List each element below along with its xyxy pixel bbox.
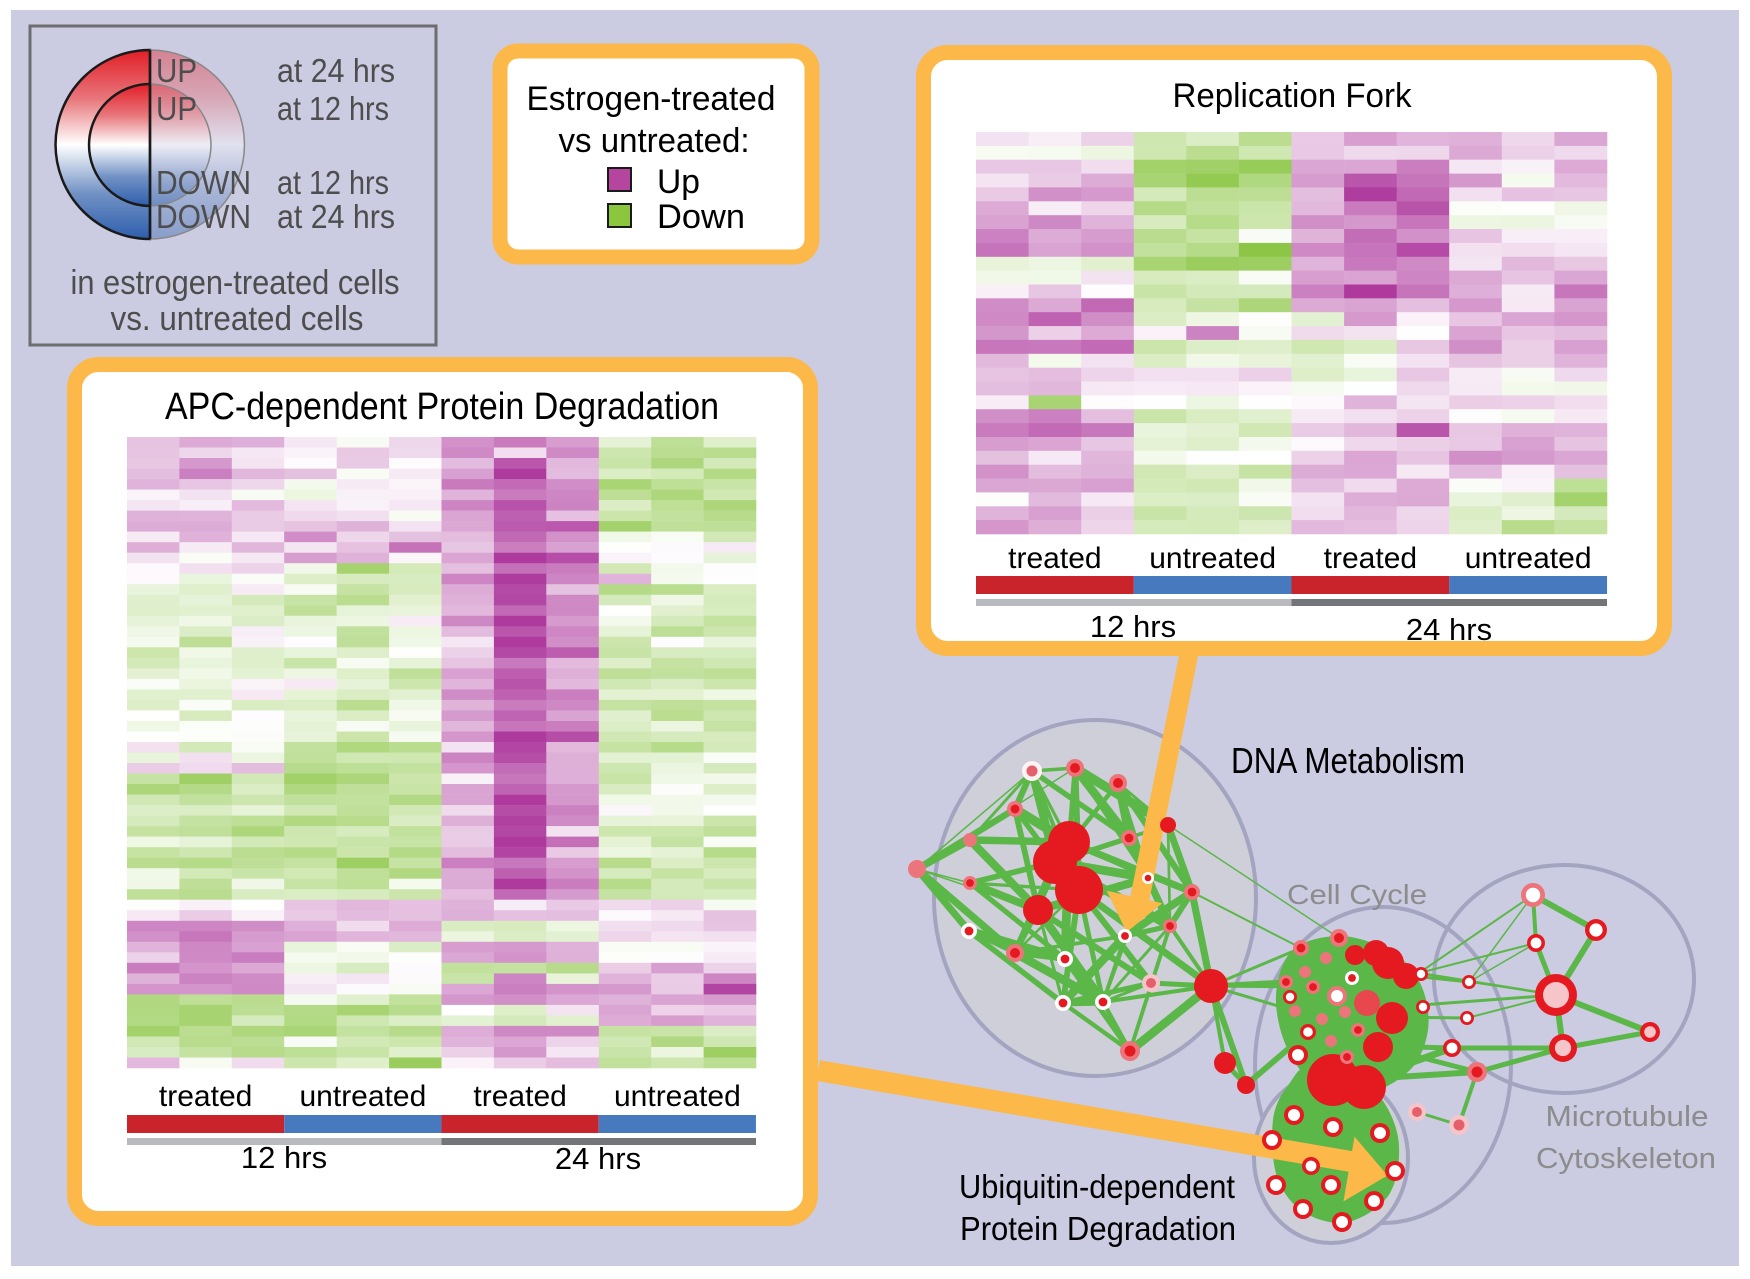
svg-text:24 hrs: 24 hrs bbox=[1406, 612, 1492, 647]
svg-text:DOWN: DOWN bbox=[156, 164, 251, 201]
svg-text:untreated: untreated bbox=[1149, 542, 1276, 575]
svg-text:Microtubule: Microtubule bbox=[1546, 1101, 1709, 1133]
svg-text:vs untreated:: vs untreated: bbox=[559, 122, 750, 160]
svg-text:DOWN: DOWN bbox=[156, 198, 251, 235]
svg-text:12 hrs: 12 hrs bbox=[1090, 609, 1176, 644]
svg-text:in estrogen-treated cells: in estrogen-treated cells bbox=[71, 264, 400, 302]
svg-text:APC-dependent Protein Degradat: APC-dependent Protein Degradation bbox=[165, 386, 719, 428]
svg-text:at 24 hrs: at 24 hrs bbox=[277, 52, 395, 89]
svg-text:treated: treated bbox=[159, 1080, 252, 1113]
svg-text:12 hrs: 12 hrs bbox=[241, 1140, 327, 1175]
svg-text:Down: Down bbox=[657, 198, 745, 236]
svg-text:Replication Fork: Replication Fork bbox=[1173, 77, 1413, 115]
svg-text:at 12 hrs: at 12 hrs bbox=[277, 164, 389, 201]
svg-text:untreated: untreated bbox=[1465, 542, 1592, 575]
svg-text:vs. untreated cells: vs. untreated cells bbox=[111, 300, 364, 338]
svg-text:treated: treated bbox=[1008, 542, 1101, 575]
svg-text:24 hrs: 24 hrs bbox=[555, 1141, 641, 1176]
svg-text:Ubiquitin-dependent: Ubiquitin-dependent bbox=[959, 1168, 1235, 1205]
svg-text:Protein Degradation: Protein Degradation bbox=[960, 1210, 1236, 1247]
svg-text:Cell Cycle: Cell Cycle bbox=[1287, 879, 1427, 910]
svg-text:untreated: untreated bbox=[299, 1080, 426, 1113]
svg-text:treated: treated bbox=[473, 1080, 566, 1113]
svg-text:Up: Up bbox=[657, 163, 700, 201]
svg-text:Estrogen-treated: Estrogen-treated bbox=[527, 80, 776, 118]
svg-text:DNA Metabolism: DNA Metabolism bbox=[1231, 740, 1465, 781]
svg-text:UP: UP bbox=[156, 52, 197, 89]
svg-text:untreated: untreated bbox=[614, 1080, 741, 1113]
svg-text:Cytoskeleton: Cytoskeleton bbox=[1536, 1143, 1716, 1175]
svg-text:treated: treated bbox=[1324, 542, 1417, 575]
svg-text:UP: UP bbox=[156, 90, 197, 127]
svg-text:at 12 hrs: at 12 hrs bbox=[277, 90, 389, 127]
svg-text:at 24 hrs: at 24 hrs bbox=[277, 198, 395, 235]
